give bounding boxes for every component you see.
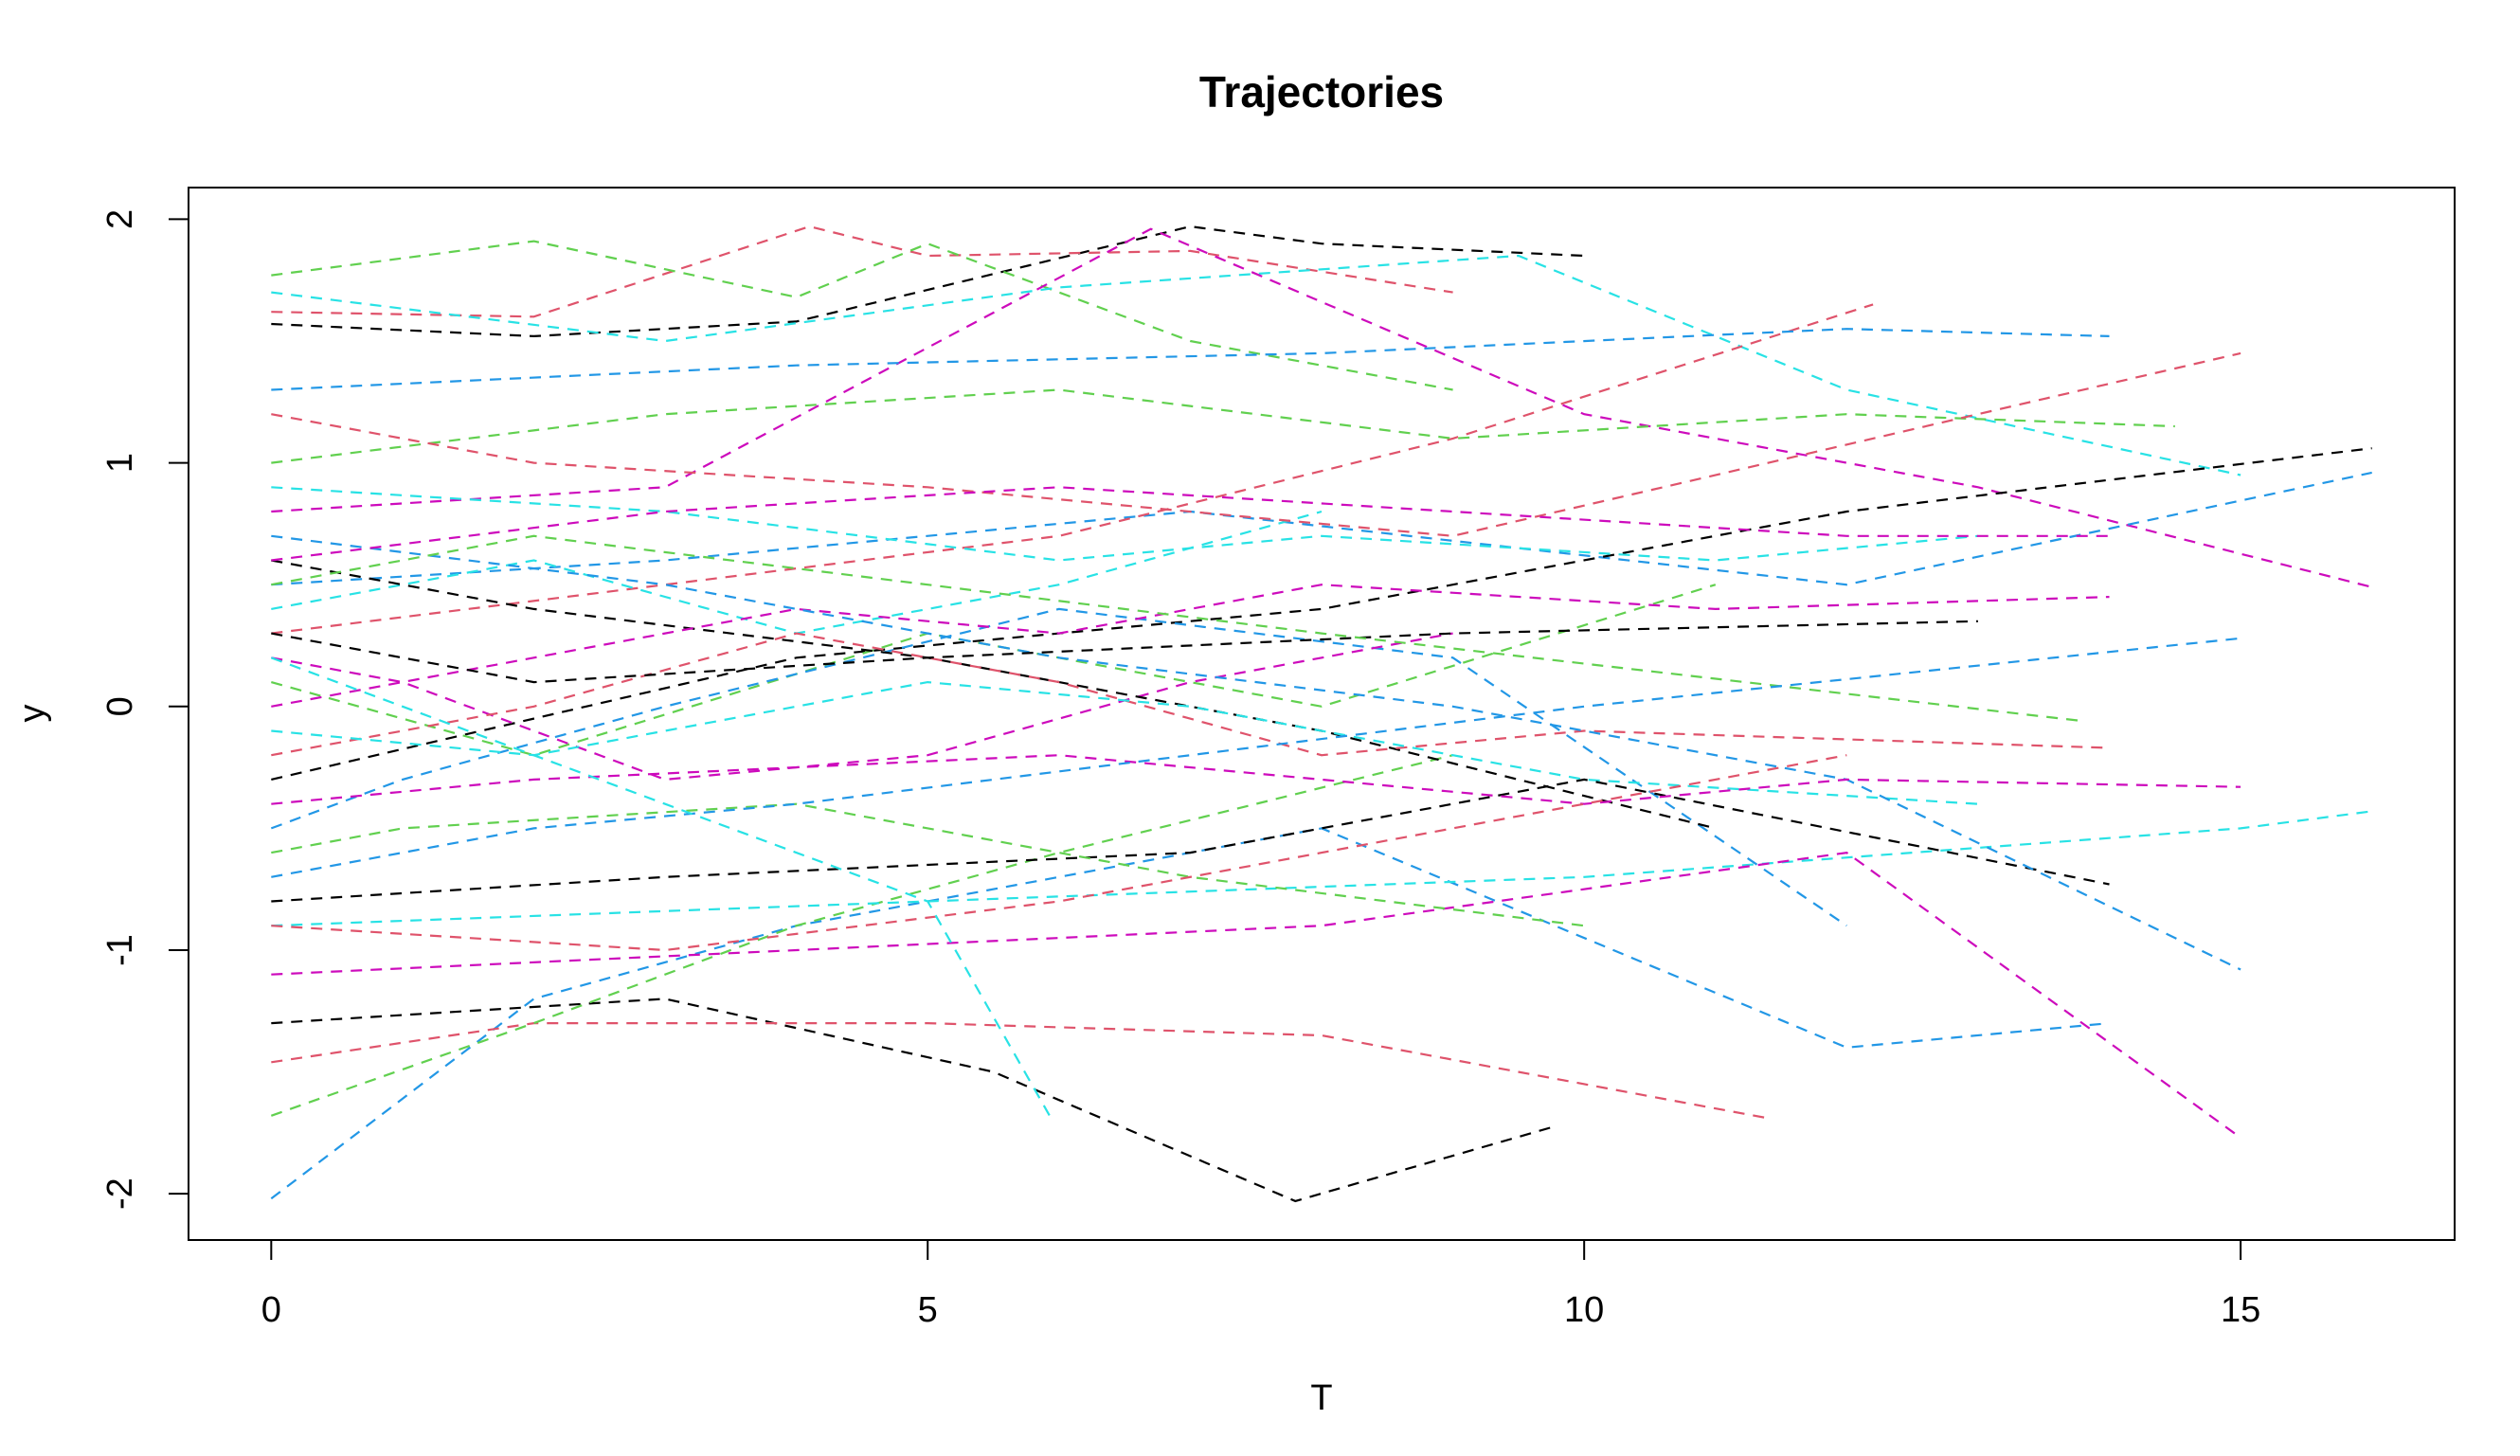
trajectory-line bbox=[271, 225, 1453, 318]
trajectory-line bbox=[271, 351, 2241, 537]
trajectory-line bbox=[271, 254, 2241, 476]
y-tick-label: 1 bbox=[100, 453, 140, 473]
trajectory-line bbox=[271, 534, 2241, 971]
y-tick-label: -2 bbox=[100, 1177, 140, 1210]
trajectory-line bbox=[271, 620, 1978, 684]
trajectory-line bbox=[270, 607, 1847, 927]
y-tick-label: 2 bbox=[100, 209, 140, 229]
trajectory-line bbox=[271, 471, 2372, 586]
trajectory-line bbox=[271, 303, 1874, 635]
x-axis-label: T bbox=[1310, 1378, 1332, 1418]
trajectory-line bbox=[271, 559, 1717, 830]
trajectory-line bbox=[271, 851, 2241, 1139]
trajectory-line bbox=[271, 447, 2372, 781]
x-tick-label: 15 bbox=[2221, 1290, 2260, 1330]
trajectory-line bbox=[271, 998, 1558, 1203]
trajectory-line bbox=[271, 486, 1979, 562]
chart-title: Trajectories bbox=[1199, 67, 1444, 117]
trajectory-line bbox=[271, 240, 1453, 391]
trajectory-line bbox=[270, 827, 2110, 1200]
trajectory-line bbox=[270, 656, 1053, 1122]
trajectory-line bbox=[271, 637, 2241, 878]
x-tick-label: 10 bbox=[1564, 1290, 1604, 1330]
trajectory-line bbox=[271, 227, 2372, 588]
y-axis-label: y bbox=[12, 705, 52, 723]
plot-frame bbox=[188, 187, 2456, 1241]
trajectory-line bbox=[271, 778, 2110, 903]
x-tick-label: 5 bbox=[918, 1290, 938, 1330]
trajectory-line bbox=[271, 754, 1847, 952]
trajectory-line bbox=[271, 810, 2372, 927]
trajectory-line bbox=[271, 510, 1323, 635]
trajectory-line bbox=[271, 802, 1585, 927]
trajectory-line bbox=[271, 632, 2110, 757]
trajectory-line bbox=[271, 328, 2110, 391]
trajectory-line bbox=[271, 388, 2175, 464]
trajectory-line bbox=[270, 754, 1453, 1117]
trajectory-line bbox=[271, 534, 2083, 723]
y-tick-label: -1 bbox=[100, 934, 140, 966]
x-tick-label: 0 bbox=[261, 1290, 281, 1330]
trajectory-line bbox=[271, 486, 2110, 562]
trajectory-line bbox=[271, 584, 2110, 708]
y-tick-label: 0 bbox=[100, 696, 140, 716]
trajectory-line bbox=[271, 225, 1585, 338]
trajectory-line bbox=[271, 632, 1453, 782]
trajectory-line bbox=[271, 754, 2241, 805]
trajectory-line bbox=[271, 680, 1978, 805]
trajectory-line bbox=[271, 1022, 1769, 1120]
